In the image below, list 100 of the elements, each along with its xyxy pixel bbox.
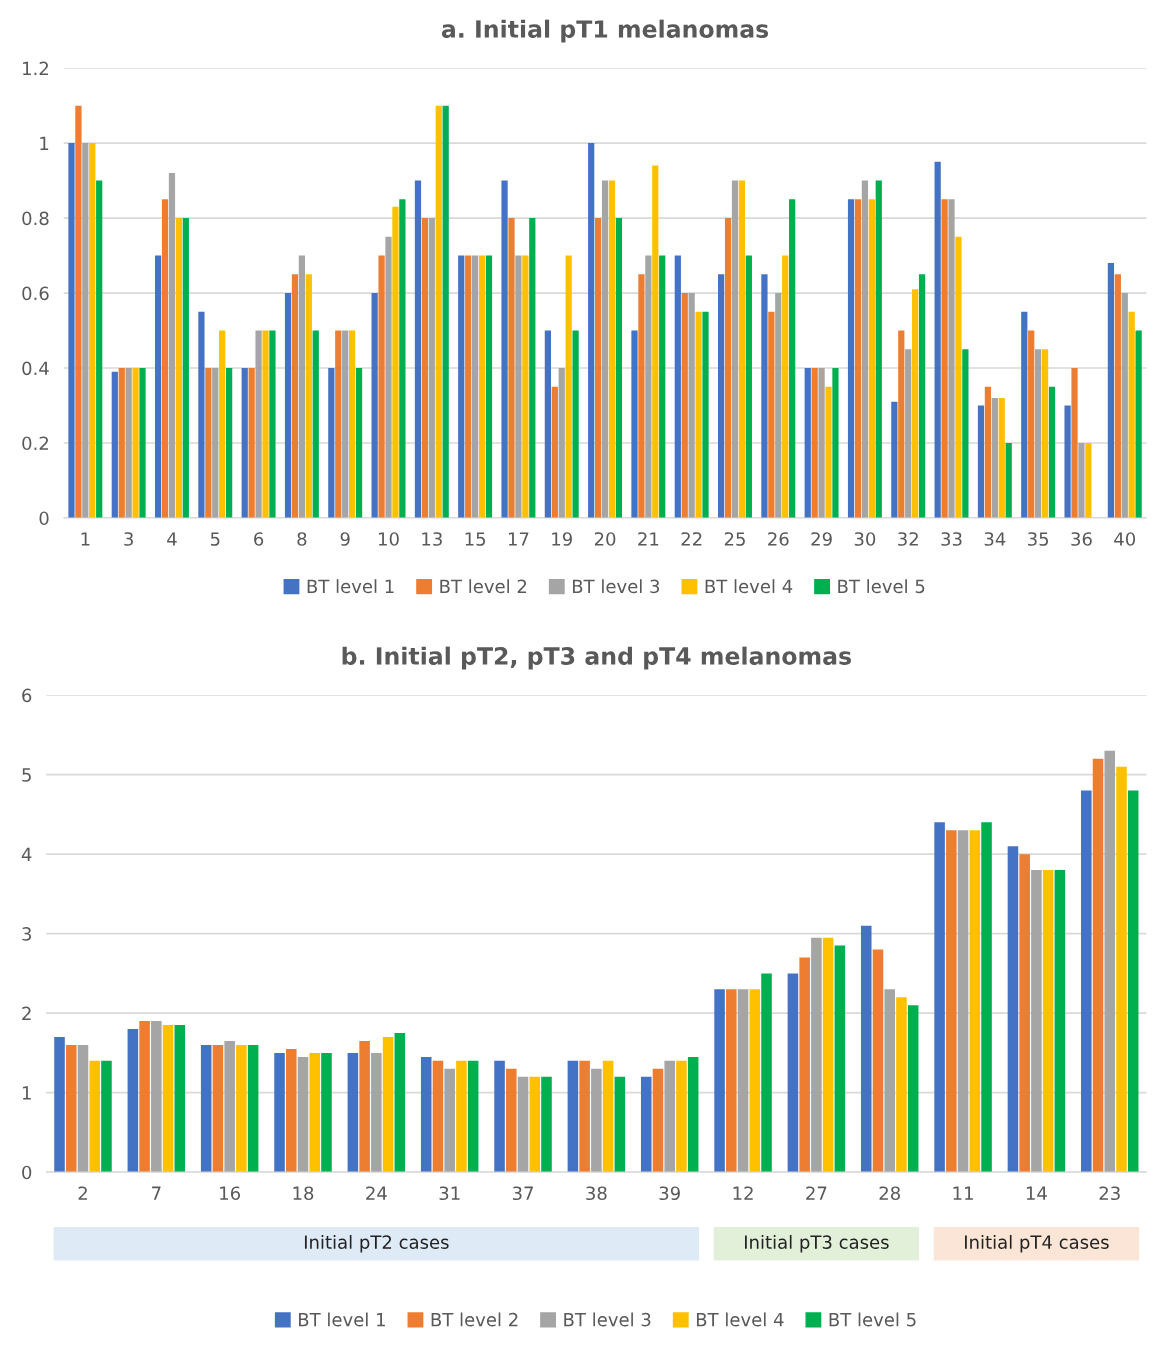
bar [595,218,602,518]
bar [162,1025,174,1173]
bar [321,1052,332,1173]
bar [854,199,862,518]
y-tick-label: 5 [22,768,31,782]
bar [508,218,515,518]
bar [205,368,212,518]
x-tick-label: 7 [152,1186,161,1200]
bar [946,830,957,1173]
bar [328,368,335,518]
bar [718,274,725,518]
bar [248,368,255,518]
x-tick-label: 29 [811,532,832,546]
x-tick-label: 36 [1071,532,1092,546]
x-tick-label: 8 [297,532,307,546]
chart-title: b. Initial pT2, pT3 and pT4 melanomas [342,646,851,670]
bar [1121,293,1128,518]
bar [1035,349,1042,518]
bar [506,1068,517,1173]
bar [645,255,652,518]
bar [749,989,761,1173]
bar [664,1060,675,1173]
bar [884,989,896,1173]
bar [1127,790,1139,1173]
bar [394,1033,406,1173]
bar [638,274,645,518]
x-tick-label: 35 [1028,532,1049,546]
bar [420,1056,432,1173]
bar [1078,442,1085,518]
x-tick-label: 33 [941,532,962,546]
bar [236,1044,247,1173]
bar [174,1025,186,1173]
bar [804,368,811,518]
bar [309,1052,321,1173]
bar [378,255,385,518]
bar [151,1021,162,1173]
x-tick-label: 3 [124,532,133,546]
x-tick-label: 38 [586,1186,607,1201]
bar [572,330,579,518]
bar [588,143,595,518]
bar [962,349,969,518]
bar [342,330,349,518]
x-tick-label: 11 [953,1186,973,1200]
x-tick-label: 28 [879,1186,900,1201]
bar [811,368,818,518]
bar [918,274,926,518]
bar [934,161,941,518]
y-tick-label: 0.8 [22,211,49,226]
bar [335,330,342,518]
x-tick-label: 30 [854,532,876,546]
bar [731,180,739,518]
bar [89,1060,100,1173]
bar [382,1037,394,1173]
bar [687,1056,699,1173]
bar [602,1060,614,1173]
bar [724,218,732,518]
bar [652,165,659,518]
y-tick-label: 0.2 [22,436,48,451]
bar [101,1060,112,1173]
legend-label: BT level 5 [838,579,925,594]
bar [347,1052,359,1173]
bar [912,289,919,518]
bar [494,1060,505,1173]
bar [955,236,962,518]
x-tick-label: 12 [733,1186,753,1200]
bar [456,1060,467,1173]
bar [269,330,276,518]
bar [139,368,146,518]
bar [1107,263,1115,518]
x-tick-label: 16 [220,1186,241,1201]
bar [392,206,399,518]
x-tick-label: 2 [78,1186,87,1200]
bar [298,255,306,518]
bar [501,180,508,518]
bar [891,401,898,518]
bar [82,143,89,518]
x-tick-label: 1 [81,532,90,546]
bar [262,330,269,518]
bar [154,255,162,518]
bar [65,1044,77,1173]
bar [1092,758,1104,1173]
bar [1116,766,1127,1173]
x-tick-label: 27 [806,1186,827,1200]
bar [977,405,985,518]
y-tick-label: 3 [22,927,31,941]
bar [1028,330,1035,518]
bar [998,398,1005,518]
bar [551,386,558,518]
x-tick-label: 39 [659,1186,680,1201]
legend-label: BT level 4 [696,1312,784,1327]
bar [421,218,429,518]
bar [674,255,681,518]
bar [652,1068,664,1173]
bar [54,1037,65,1173]
bar [1085,442,1092,518]
bar [1064,405,1071,518]
bar [1104,750,1116,1173]
bar [478,255,486,518]
bar [371,293,378,518]
y-tick-label: 1 [22,1086,31,1100]
